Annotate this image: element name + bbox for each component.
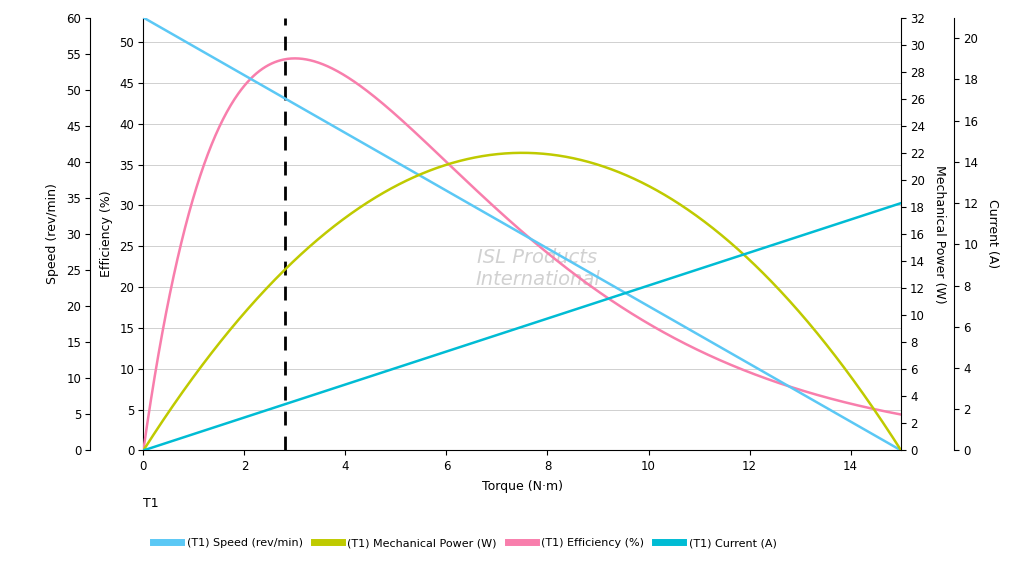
Y-axis label: Current (A): Current (A) (986, 199, 999, 269)
Text: T1: T1 (143, 497, 159, 510)
Legend: (T1) Speed (rev/min), (T1) Mechanical Power (W), (T1) Efficiency (%), (T1) Curre: (T1) Speed (rev/min), (T1) Mechanical Po… (148, 534, 781, 553)
X-axis label: Torque (N·m): Torque (N·m) (481, 480, 563, 493)
Text: ISL Products
International: ISL Products International (475, 248, 600, 289)
Y-axis label: Mechanical Power (W): Mechanical Power (W) (933, 165, 946, 303)
Y-axis label: Speed (rev/min): Speed (rev/min) (46, 184, 59, 284)
Y-axis label: Efficiency (%): Efficiency (%) (99, 191, 113, 277)
